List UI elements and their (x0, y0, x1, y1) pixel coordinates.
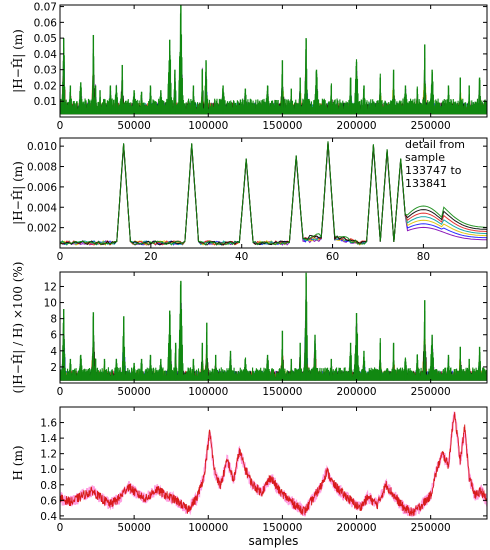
panel-relative-error: 0 50000 100000 150000 200000 250000 2 4 6 8 10 12 (|… (10, 262, 488, 398)
x-tick-label: 0 (57, 251, 64, 263)
x-tick-label: 50000 (117, 386, 150, 398)
x-tick-label: 50000 (117, 120, 150, 132)
y-tick-label: 1.2 (40, 449, 57, 461)
x-tick-label: 100000 (188, 386, 228, 398)
y-tick-label: 0.06 (34, 17, 58, 29)
y-tick-label: 0.6 (40, 495, 57, 507)
y-tick-label: 6 (50, 330, 57, 342)
x-tick-label: 80 (417, 251, 430, 263)
panel-height: 0 50000 100000 150000 200000 250000 0.4 0.6 0.8 1… (11, 406, 488, 548)
x-tick-label: 20 (144, 251, 157, 263)
plot-frame (59, 406, 488, 520)
x-tick-label: 60 (326, 251, 339, 263)
y-tick-label: 0.4 (40, 511, 57, 523)
series-layer (60, 411, 487, 517)
x-tick-label: 250000 (411, 522, 451, 534)
x-tick-label: 200000 (336, 522, 376, 534)
series-line (60, 412, 487, 517)
y-tick-label: 1.6 (40, 418, 57, 430)
series-line (60, 141, 487, 246)
series-layer (60, 141, 487, 246)
y-tick-label: 8 (50, 314, 57, 326)
plot-frame (59, 137, 488, 249)
x-tick-label: 50000 (117, 522, 150, 534)
x-tick-label: 250000 (411, 386, 451, 398)
x-tick-label: 0 (57, 120, 64, 132)
detail-annotation: sample (405, 151, 445, 164)
x-tick-label: 0 (57, 522, 64, 534)
y-tick-label: 0.002 (27, 223, 57, 235)
y-tick-label: 0.05 (34, 33, 57, 45)
y-tick-label: 0.04 (34, 49, 58, 61)
detail-annotation: detail from (405, 138, 465, 151)
y-tick-label: 0.8 (40, 480, 57, 492)
plot-frame (59, 4, 488, 118)
y-tick-label: 0.02 (34, 80, 57, 92)
x-axis-label: samples (249, 534, 299, 548)
y-tick-label: 1.0 (40, 464, 57, 476)
series-layer (60, 5, 487, 115)
y-tick-label: 0.010 (27, 141, 57, 153)
x-tick-label: 200000 (336, 120, 376, 132)
y-axis-label: |H−Ĥ| (m) (10, 161, 25, 225)
y-tick-label: 2 (50, 362, 57, 374)
series-line (60, 5, 487, 115)
panel-abs-error: 0 50000 100000 150000 200000 250000 0.01 0.02 0.… (10, 2, 488, 132)
y-axis-label: |H−Ĥ| (m) (10, 29, 25, 93)
y-tick-label: 4 (50, 346, 57, 358)
y-tick-label: 1.4 (40, 433, 57, 445)
x-tick-label: 150000 (262, 120, 302, 132)
y-axis-label: (|H−Ĥ| / H) ×100 (%) (10, 262, 25, 394)
y-tick-label: 12 (44, 281, 57, 293)
x-tick-label: 250000 (411, 120, 451, 132)
panel-detail: 0 20 40 60 80 0.002 0.004 0.006 0.008 0.010|H−Ĥ| … (10, 137, 488, 263)
y-tick-label: 0.008 (27, 162, 57, 174)
x-tick-label: 150000 (262, 522, 302, 534)
detail-annotation: 133841 (405, 177, 447, 190)
detail-annotation: 133747 to (405, 164, 462, 177)
y-tick-label: 0.03 (34, 65, 57, 77)
y-tick-label: 0.07 (34, 2, 57, 14)
y-axis-label: H (m) (11, 445, 25, 480)
x-tick-label: 100000 (188, 522, 228, 534)
y-tick-label: 0.01 (34, 96, 57, 108)
plot-frame (59, 271, 488, 384)
x-tick-label: 0 (57, 386, 64, 398)
x-tick-label: 40 (235, 251, 248, 263)
series-line (60, 276, 487, 381)
series-line (60, 411, 487, 517)
x-tick-label: 100000 (188, 120, 228, 132)
x-tick-label: 200000 (336, 386, 376, 398)
y-tick-label: 10 (44, 298, 57, 310)
series-layer (60, 272, 487, 381)
x-tick-label: 150000 (262, 386, 302, 398)
y-tick-label: 0.004 (27, 202, 57, 214)
y-tick-label: 0.006 (27, 182, 57, 194)
